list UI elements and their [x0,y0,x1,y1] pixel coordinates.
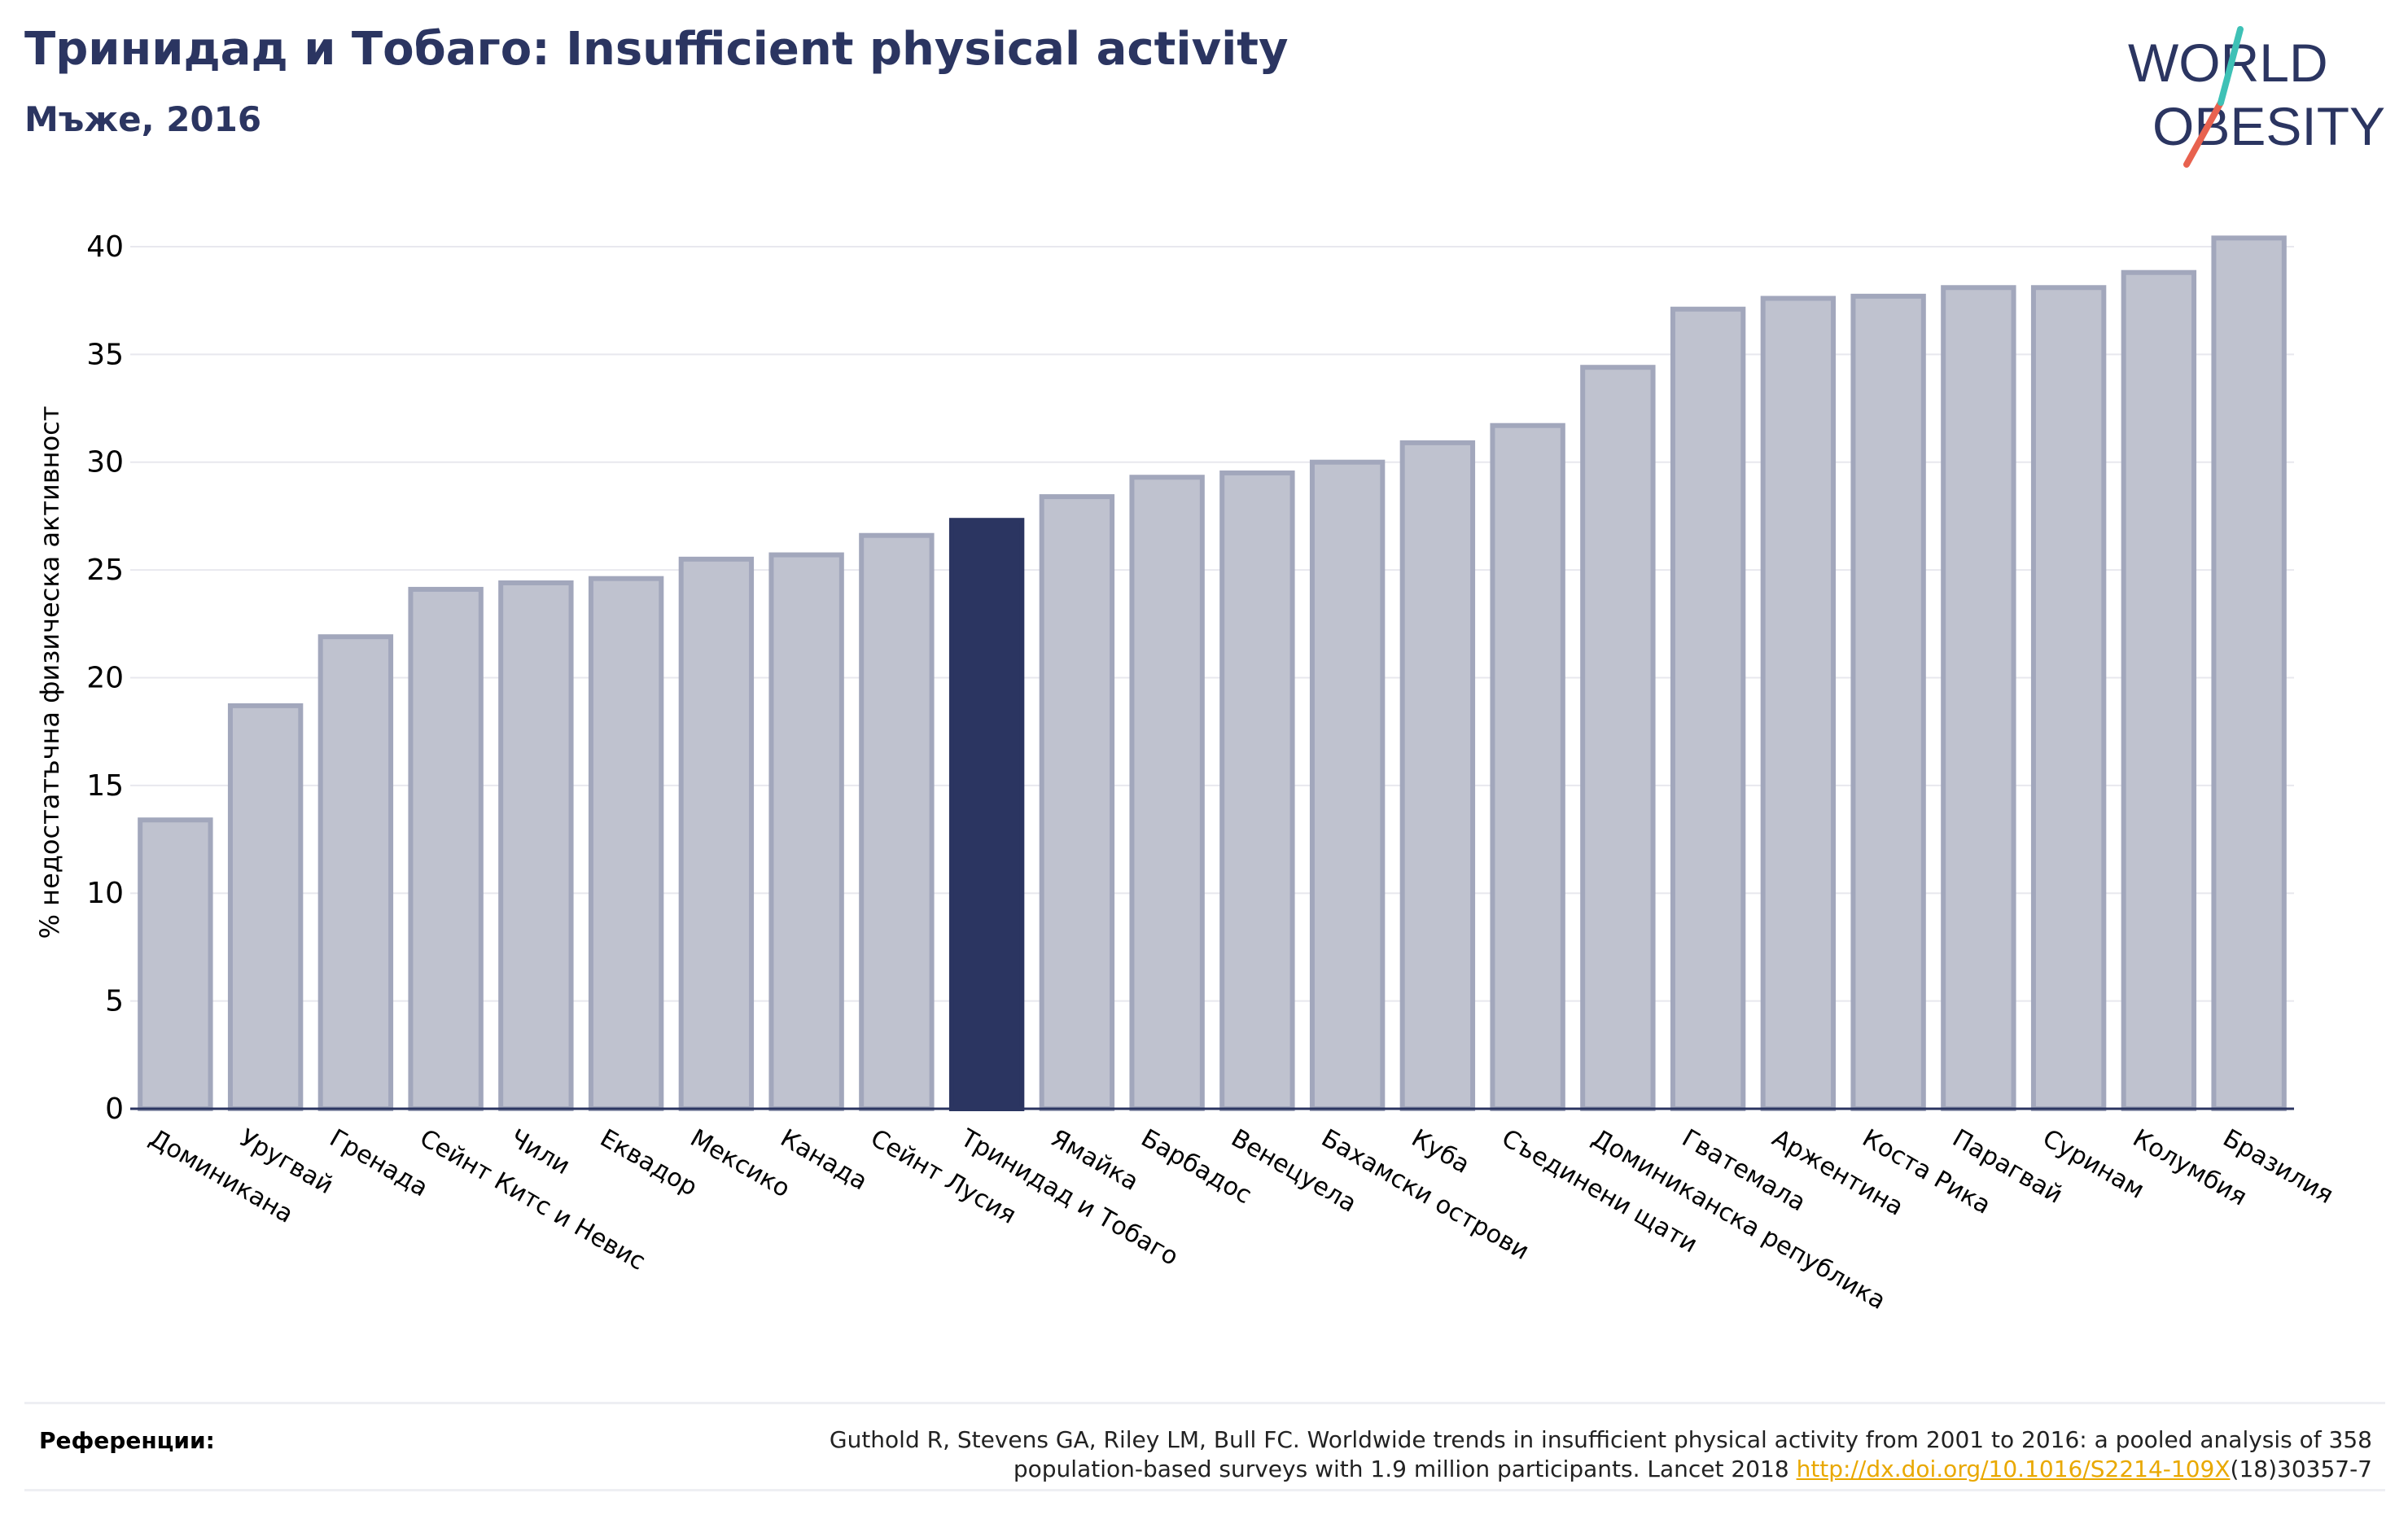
references-line1: Guthold R, Stevens GA, Riley LM, Bull FC… [829,1426,2372,1453]
y-tick-label: 20 [86,661,124,694]
bar [2030,285,2107,1111]
bar-highlight [948,518,1025,1111]
y-tick-label: 10 [86,877,124,910]
world-obesity-logo: WORLD OBESITY [2125,24,2393,171]
bar [1580,365,1656,1111]
bar [678,556,755,1111]
y-tick-label: 0 [105,1092,124,1126]
bar [1490,422,1565,1111]
bar [1129,475,1205,1111]
bar [1039,494,1115,1111]
y-tick-label: 35 [86,338,124,371]
logo-slash-lower [2183,99,2224,168]
bar [859,532,935,1111]
chart-title: Тринидад и Тобаго: Insufficient physical… [24,23,1289,76]
y-tick-label: 5 [105,985,124,1018]
references-line2-post: (18)30357-7 [2230,1456,2372,1482]
bar [408,586,484,1111]
references-line2-pre: population-based surveys with 1.9 millio… [1013,1456,1797,1482]
x-tick-label: Куба [1407,1124,1474,1180]
y-tick-label: 15 [86,769,124,803]
bar [2121,269,2197,1112]
x-tick-label: Чили [505,1124,575,1181]
x-tick-label: Мексико [685,1124,795,1204]
chart-subtitle: Мъже, 2016 [24,99,262,139]
bar [1399,440,1476,1111]
references-text: Guthold R, Stevens GA, Riley LM, Bull FC… [500,1425,2372,1484]
bar [138,817,213,1111]
bar [1941,285,2016,1111]
y-tick-label: 25 [86,554,124,587]
y-tick-label: 30 [86,446,124,479]
bar [1219,470,1295,1111]
references-label: Референции: [39,1427,215,1454]
bar [1850,293,1926,1112]
grid-layer [130,245,2294,1002]
bar [2211,235,2287,1111]
bar-chart: 0510152025303540ДоминиканаУругвайГренада… [34,230,2338,1316]
bar [1760,296,1837,1111]
bars-layer [138,235,2287,1112]
y-tick-label: 40 [86,230,124,264]
bar [768,552,844,1111]
logo-line2: OBESITY [2152,96,2385,156]
bar [588,576,664,1111]
x-tick-label: Еквадор [595,1124,702,1202]
bar [227,703,304,1112]
x-tick-label: Гренада [325,1124,433,1203]
references-panel: Референции: Guthold R, Stevens GA, Riley… [24,1402,2385,1491]
logo-slash-upper [2218,26,2244,106]
bar [498,580,574,1111]
references-doi-link[interactable]: http://dx.doi.org/10.1016/S2214-109X [1796,1456,2231,1482]
bar [317,634,394,1111]
y-axis-label: % недостатъчна физическа активност [34,406,65,939]
bar [1670,306,1746,1111]
bar [1309,459,1386,1111]
